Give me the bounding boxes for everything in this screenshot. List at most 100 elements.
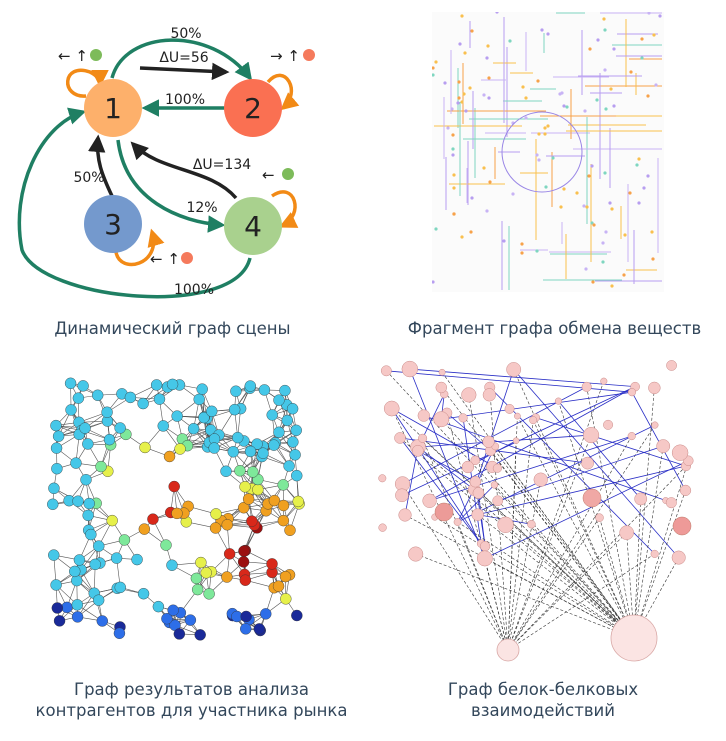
metabolite-dot	[535, 153, 539, 157]
metabolite-dot	[450, 107, 454, 111]
edge-label-100-mid: 100%	[165, 92, 205, 108]
metabolite-dot	[463, 51, 467, 55]
metabolite-dot	[612, 47, 616, 51]
network-node	[272, 580, 285, 592]
ppi-edge	[473, 369, 515, 490]
network-node	[286, 403, 299, 415]
ppi-node	[666, 360, 677, 371]
ppi-edge	[391, 408, 482, 544]
network-node	[137, 397, 149, 410]
edge-1-2-top	[110, 38, 253, 81]
metabolite-dot	[451, 133, 455, 137]
network-node	[246, 515, 258, 527]
metabolite-dot	[588, 47, 592, 51]
caption-ppi-line2: взаимодействий	[470, 701, 615, 720]
ppi-edge-dashed	[599, 517, 635, 639]
metabolite-dot	[464, 109, 468, 113]
metabolite-dot	[590, 221, 594, 225]
network-node	[114, 581, 126, 594]
metabolite-dot	[582, 204, 586, 208]
ppi-node	[383, 400, 400, 417]
ppi-edge-dashed	[507, 381, 605, 651]
network-node	[237, 556, 250, 568]
ppi-edge	[417, 446, 475, 490]
ppi-node	[497, 516, 514, 533]
metabolite-dot	[543, 132, 547, 136]
network-node	[171, 410, 183, 422]
network-node	[73, 554, 86, 566]
metabolite-dot	[601, 241, 605, 245]
ppi-node	[434, 502, 454, 522]
ppi-edge	[558, 400, 642, 500]
network-node	[71, 611, 84, 623]
metabolite-dot	[434, 60, 438, 64]
ppi-edge-dashed	[484, 558, 635, 639]
network-node	[253, 623, 266, 635]
edge-label-50-left: 50%	[73, 170, 104, 186]
metabolite-dot	[637, 157, 641, 161]
metabolite-dot	[432, 73, 435, 77]
network-node	[96, 615, 108, 627]
ppi-edge-dashed	[490, 450, 635, 639]
network-node	[279, 384, 291, 397]
network-node	[50, 579, 62, 591]
edge-label-100-bottom: 100%	[174, 282, 214, 298]
ppi-edge	[484, 460, 689, 559]
contractor-network	[47, 377, 305, 641]
ppi-edge-dashed	[517, 415, 635, 639]
network-node	[166, 559, 178, 571]
metabolite-dot	[591, 280, 595, 284]
network-node	[153, 393, 166, 405]
metabolite-dot	[544, 185, 548, 189]
marker-node-3: ← ↑	[150, 250, 180, 268]
edge-4-1-bottom	[17, 107, 252, 299]
ppi-edge	[457, 484, 495, 523]
ppi-node	[461, 460, 475, 474]
ppi-node	[651, 421, 659, 429]
ppi-node	[634, 492, 648, 506]
caption-ppi: Граф белок-белковых взаимодействий	[383, 679, 703, 721]
ppi-edge	[399, 437, 482, 544]
network-node	[47, 498, 59, 510]
ppi-edge-dashed	[488, 441, 635, 639]
network-node	[72, 495, 84, 507]
ppi-node	[671, 550, 686, 565]
network-node	[244, 445, 257, 458]
metabolite-dot	[543, 126, 547, 130]
ppi-edge-dashed	[633, 387, 655, 639]
metabolite-dot	[562, 104, 566, 108]
edge-label-du56: ΔU=56	[159, 50, 208, 66]
network-node	[137, 587, 150, 600]
ppi-edge-dashed	[626, 532, 635, 639]
ppi-node	[378, 523, 387, 532]
network-node	[273, 426, 285, 439]
caption-contractors-line1: Граф результатов анализа	[74, 680, 309, 699]
metabolite-dot	[592, 223, 596, 227]
metabolite-dot	[546, 124, 550, 128]
ppi-node	[627, 388, 637, 397]
network-node	[139, 441, 151, 454]
network-node	[242, 493, 255, 505]
metabolite-dot	[452, 173, 456, 177]
network-node	[258, 384, 271, 396]
network-node	[193, 393, 205, 406]
ppi-node	[514, 412, 521, 420]
metabolite-dot	[609, 87, 613, 91]
ppi-edge-dashed	[434, 516, 635, 639]
network-node	[161, 612, 173, 625]
tca-cycle-ring	[501, 111, 583, 193]
ppi-edge	[417, 450, 476, 483]
network-node	[200, 567, 212, 579]
metabolite-dot	[583, 109, 587, 113]
network-node	[114, 422, 126, 434]
metabolite-dot	[635, 163, 639, 167]
metabolite-dot	[559, 205, 563, 209]
metabolite-dot	[458, 42, 462, 46]
metabolite-dot	[452, 212, 456, 216]
metabolite-dot	[537, 158, 541, 162]
network-node	[287, 436, 299, 448]
ppi-edge-dashed	[507, 517, 600, 651]
network-node	[152, 600, 165, 613]
node-3: 3	[84, 195, 142, 253]
network-node	[220, 465, 232, 477]
